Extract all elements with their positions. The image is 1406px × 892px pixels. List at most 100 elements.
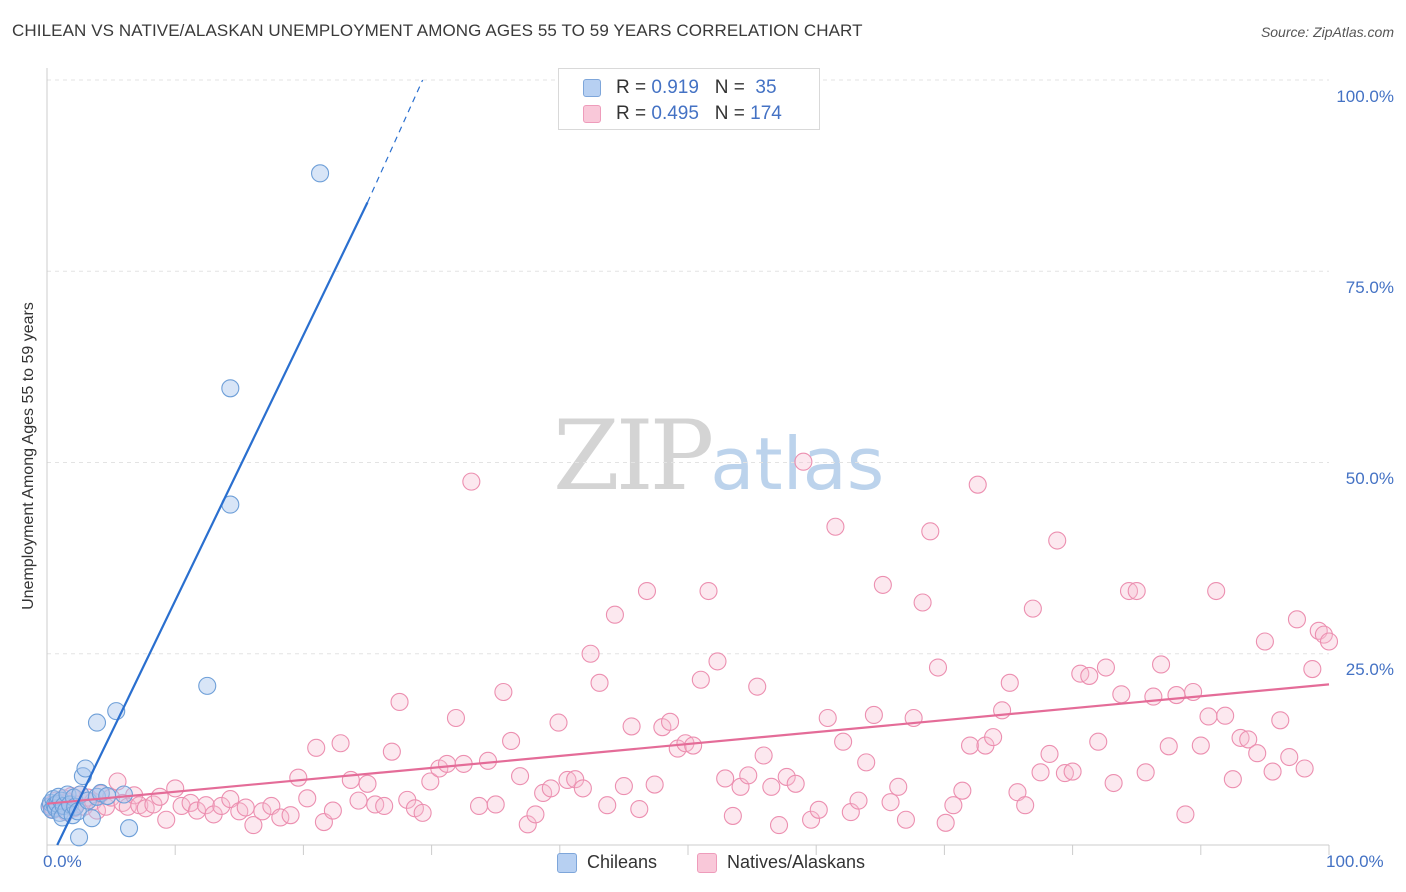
native-point [716,769,735,788]
chilean-point [311,164,330,183]
native-point [366,795,385,814]
native-point [1040,744,1059,764]
native-point [289,768,308,787]
native-point [622,717,641,736]
native-point [1152,655,1171,674]
native-point [598,796,617,815]
native-point [358,774,377,793]
native-point [896,810,915,829]
watermark: ZIPatlas [553,400,884,512]
native-point [708,652,727,671]
chileans-trend-line [56,201,369,846]
bottom-legend-label: Natives/Alaskans [727,852,866,872]
bottom-legend-label: Chileans [587,852,658,872]
y-tick-100: 100.0% [1336,87,1394,106]
y-tick-75: 75.0% [1345,278,1394,297]
native-point [984,728,1003,747]
native-point [1223,770,1242,789]
chilean-point [119,819,139,838]
native-point [446,708,466,728]
watermark-zip: ZIP [553,400,714,512]
x-tick-min: 0.0% [43,852,82,871]
native-point [913,593,932,612]
native-point [953,781,972,800]
native-point [614,777,633,796]
native-point [826,517,845,536]
native-point [1191,736,1210,755]
chilean-point [70,828,89,847]
natives-swatch-icon [583,105,601,123]
native-point [212,796,231,816]
legend-n-value: 174 [750,103,782,124]
native-point [1096,658,1115,677]
native-point [699,581,718,601]
native-point [1231,728,1250,747]
y-tick-50: 50.0% [1345,469,1394,488]
y-axis-label: Unemployment Among Ages 55 to 59 years [20,302,37,610]
native-point [1319,632,1339,651]
native-point [754,746,773,765]
native-point [739,766,758,785]
native-point [1031,763,1050,782]
native-point [889,777,908,796]
native-point [541,779,560,798]
native-point [637,581,657,601]
source-credit: Source: ZipAtlas.com [1260,24,1394,40]
bottom-legend-natives: Natives/Alaskans [697,852,897,876]
native-point [144,795,163,814]
native-point [421,772,440,791]
native-point [645,775,664,794]
legend-r-label: R = [616,103,652,124]
watermark-atlas: atlas [710,422,885,506]
native-point [221,790,240,809]
native-point [307,738,326,757]
native-point [1263,762,1282,781]
native-point [1089,732,1108,751]
native-point [1287,610,1306,629]
chilean-point [198,676,217,695]
legend-n-label: N = [714,77,751,98]
native-point [1303,659,1322,679]
chileans-trend-extension [366,79,424,203]
native-point [566,770,585,789]
legend-r-value: 0.495 [651,103,699,124]
native-point [1144,687,1163,706]
native-point [253,802,272,821]
native-point [150,787,169,806]
native-point [469,796,489,816]
natives-trend-line [46,683,1330,805]
native-point [1112,685,1131,704]
native-point [157,810,176,829]
chilean-point [87,713,107,732]
native-point [928,658,948,677]
native-point [549,713,568,732]
native-point [762,777,781,796]
native-point [166,779,185,798]
native-point [478,751,498,770]
native-point [494,682,513,702]
native-point [1055,764,1074,783]
native-point [236,798,255,817]
native-point [581,644,600,663]
native-point [849,791,868,810]
native-point [1248,744,1267,763]
native-point [382,742,401,761]
native-point [684,736,703,755]
legend-r-label: R = [616,77,652,98]
native-point [1216,706,1235,725]
native-point [1104,773,1123,793]
native-point [1167,686,1186,705]
native-point [748,677,767,696]
native-point [630,799,649,819]
native-point [1023,599,1042,618]
native-point [864,705,883,725]
native-point [1271,711,1290,730]
native-point [944,796,963,815]
native-point [298,789,317,808]
chileans-swatch-icon [583,79,601,97]
native-point [1207,581,1226,601]
native-point [323,801,342,820]
native-point [881,793,900,812]
native-point [661,712,680,731]
